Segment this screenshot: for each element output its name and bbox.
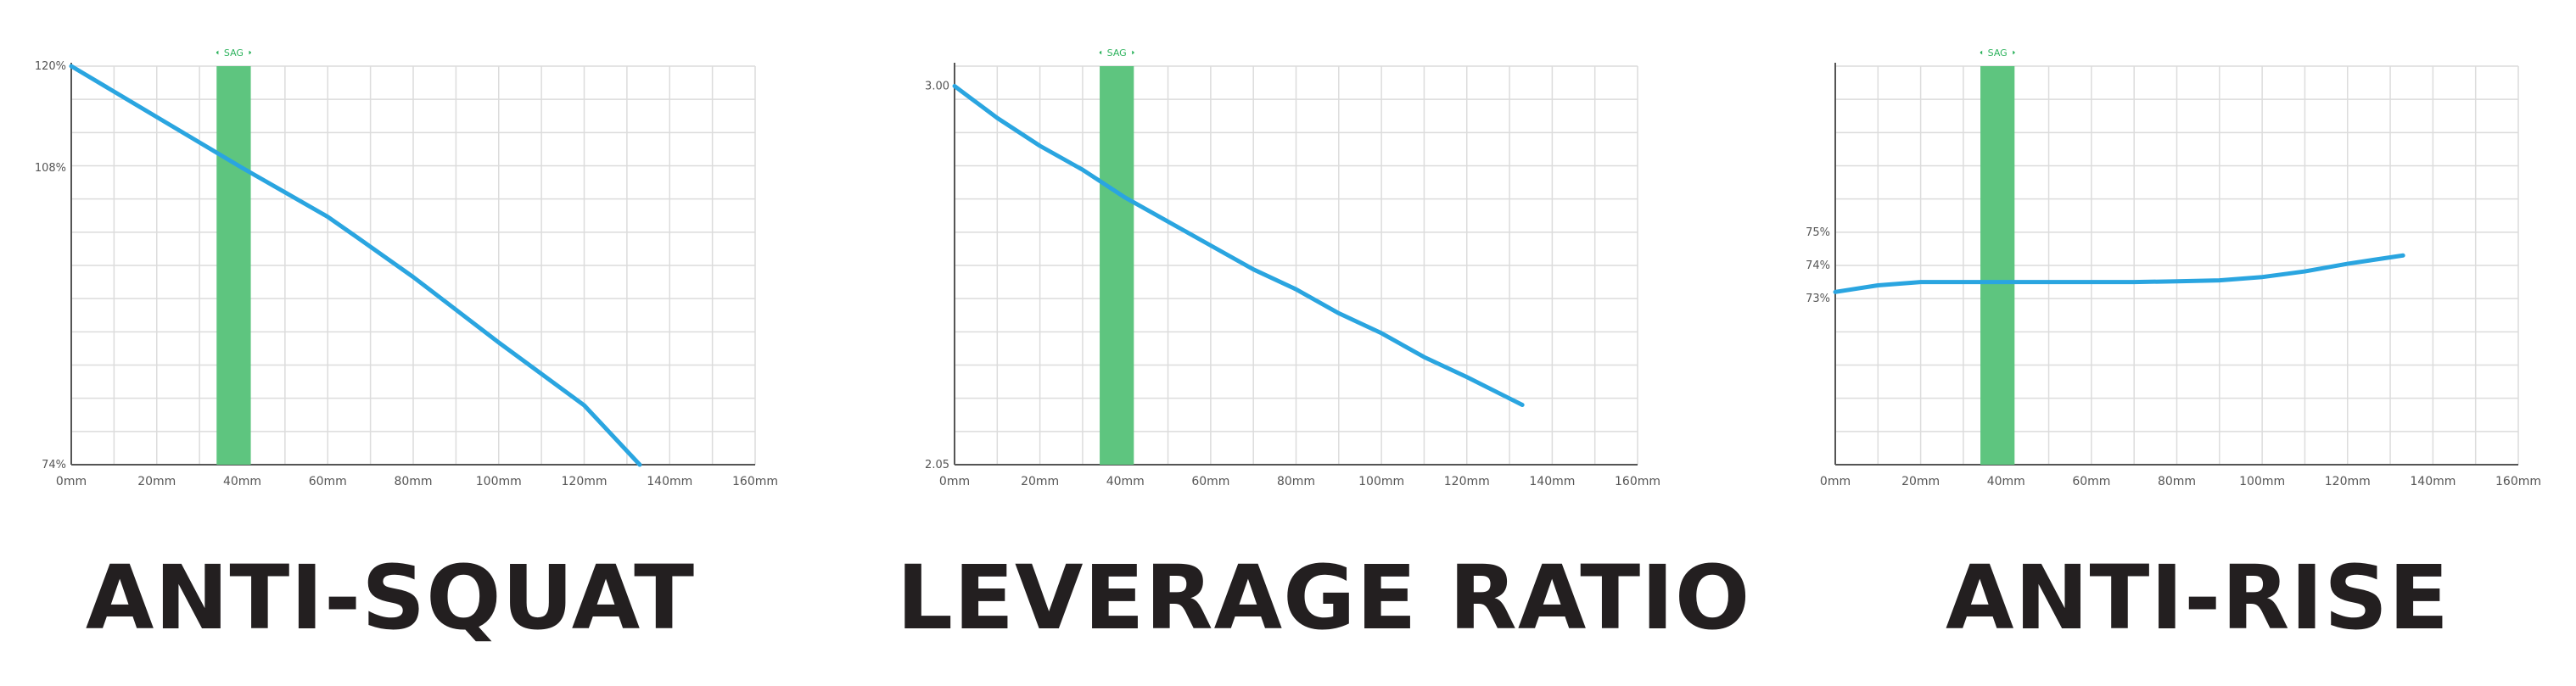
y-tick-label: 120%: [35, 60, 66, 73]
sag-label: SAG: [1988, 47, 2008, 59]
x-tick-label: 100mm: [2239, 475, 2285, 488]
x-tick-label: 160mm: [1615, 475, 1660, 488]
x-tick-label: 0mm: [56, 475, 87, 488]
x-tick-label: 140mm: [1529, 475, 1575, 488]
y-tick-label: 108%: [35, 162, 66, 175]
sag-band: [1980, 66, 2015, 465]
sag-label-bg: [218, 46, 249, 59]
x-tick-label: 80mm: [1277, 475, 1315, 488]
sag-label: SAG: [1107, 47, 1127, 59]
x-tick-label: 20mm: [1901, 475, 1940, 488]
x-tick-label: 160mm: [732, 475, 778, 488]
grid: [70, 65, 756, 466]
x-tick-label: 60mm: [1191, 475, 1229, 488]
anti-squat-chart: SAG 120% 108% 74% 0mm 20mm 40mm 60mm 80mm 100mm 12…: [35, 46, 778, 488]
sag-label: SAG: [224, 47, 244, 59]
anti-squat-title: ANTI-SQUAT: [85, 546, 696, 650]
x-tick-label: 40mm: [1987, 475, 2025, 488]
anti-rise-title: ANTI-RISE: [1945, 546, 2450, 650]
x-tick-label: 80mm: [2158, 475, 2196, 488]
x-tick-label: 80mm: [394, 475, 432, 488]
x-tick-label: 120mm: [562, 475, 608, 488]
x-tick-label: 160mm: [2495, 475, 2541, 488]
x-tick-label: 40mm: [223, 475, 261, 488]
series-line: [952, 84, 1525, 407]
y-tick-label: 74%: [42, 459, 66, 471]
x-tick-label: 140mm: [647, 475, 692, 488]
x-tick-label: 20mm: [1021, 475, 1059, 488]
y-tick-label: 3.00: [925, 81, 949, 93]
leverage-ratio-chart: SAG 3.00 2.05 0mm 20mm 40mm 60mm 80mm 100mm 120mm…: [925, 46, 1660, 488]
x-tick-label: 120mm: [2325, 475, 2371, 488]
series-line: [1833, 253, 2405, 294]
leverage-ratio-title: LEVERAGE RATIO: [896, 546, 1751, 650]
y-tick-label: 73%: [1806, 293, 1830, 305]
x-tick-label: 100mm: [476, 475, 522, 488]
grid: [954, 65, 1638, 466]
x-tick-label: 0mm: [939, 475, 970, 488]
x-tick-label: 120mm: [1444, 475, 1490, 488]
anti-rise-chart: SAG 75% 74% 73% 0mm 20mm 40mm 60mm 80mm 100mm 120m…: [1806, 46, 2541, 488]
y-tick-label: 2.05: [925, 459, 949, 471]
x-tick-label: 140mm: [2410, 475, 2456, 488]
x-tick-label: 0mm: [1820, 475, 1851, 488]
y-tick-label: 75%: [1806, 226, 1830, 239]
sag-label-bg: [1101, 46, 1133, 59]
x-tick-label: 20mm: [137, 475, 176, 488]
x-tick-label: 100mm: [1358, 475, 1404, 488]
sag-band: [1100, 66, 1134, 465]
grid: [1834, 65, 2519, 466]
y-tick-label: 74%: [1806, 259, 1830, 272]
x-tick-label: 60mm: [309, 475, 347, 488]
sag-label-bg: [1982, 46, 2013, 59]
series-line: [69, 64, 642, 467]
x-tick-label: 60mm: [2072, 475, 2110, 488]
sag-band: [216, 66, 251, 465]
x-tick-label: 40mm: [1106, 475, 1145, 488]
